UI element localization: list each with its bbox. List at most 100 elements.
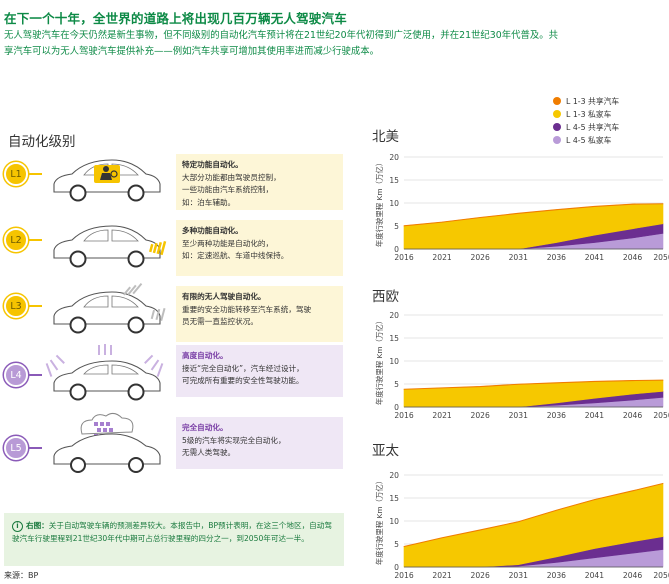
level-heading: 有限的无人驾驶自动化。 — [182, 292, 266, 301]
level-line: 至少两种功能是自动化的， — [182, 238, 274, 248]
y-axis-label: 年度行驶里程 Km（万亿） — [375, 477, 384, 565]
y-tick-label: 5 — [394, 540, 399, 549]
level-line: 一些功能由汽车系统控制， — [182, 185, 274, 195]
x-tick-label: 2031 — [509, 253, 528, 262]
y-tick-label: 0 — [394, 245, 399, 254]
level-line: 员无需一直监控状况。 — [182, 317, 258, 327]
x-tick-label: 2016 — [394, 411, 413, 420]
legend-label: L 4-5 私家车 — [566, 136, 612, 145]
x-tick-label: 2046 — [623, 411, 642, 420]
x-tick-label: 2031 — [509, 411, 528, 420]
source-credit: 来源：BP — [4, 571, 39, 580]
x-tick-label: 2041 — [585, 571, 604, 580]
x-tick-label: 2050 — [653, 571, 669, 580]
level-row-l5: L5 完全自动化。 5级的汽车将实现完全自动化， 无需人类驾驶。 — [0, 412, 350, 478]
chart-legend: L 1-3 共享汽车 L 1-3 私家车 L 4-5 共享汽车 L 4-5 私家… — [553, 95, 669, 147]
level-badge: L4 — [4, 363, 28, 387]
level-badge: L3 — [4, 294, 28, 318]
x-tick-label: 2021 — [432, 411, 451, 420]
info-icon: i — [12, 520, 23, 532]
level-badge: L5 — [4, 436, 28, 460]
y-tick-label: 15 — [389, 334, 399, 343]
x-tick-label: 2026 — [471, 411, 490, 420]
note-label: 右图： — [26, 521, 49, 530]
area-series — [403, 379, 664, 390]
level-badge: L1 — [4, 162, 28, 186]
chart-title: 亚太 — [372, 443, 399, 459]
y-tick-label: 10 — [389, 199, 399, 208]
page-title: 在下一个十年，全世界的道路上将出现几百万辆无人驾驶汽车 — [4, 11, 347, 26]
car-full-sensor-icon — [45, 344, 164, 401]
level-heading: 多种功能自动化。 — [182, 226, 243, 235]
level-row-l3: L3 有限的无人驾驶自动化。 重要的安全功能转移至汽车系统，驾驶 员无需一直监控… — [0, 280, 350, 346]
y-tick-label: 20 — [389, 311, 399, 320]
chart-note: i 右图：关于自动驾驶车辆的预测差异较大。本报告中，BP预计表明，在这三个地区，自… — [4, 513, 344, 566]
y-tick-label: 20 — [389, 153, 399, 162]
y-tick-label: 5 — [394, 222, 399, 231]
legend-item: L 4-5 共享汽车 — [553, 121, 669, 134]
x-tick-label: 2016 — [394, 571, 413, 580]
level-line: 大部分功能都由驾驶员控制， — [182, 172, 281, 182]
level-description-l2: 多种功能自动化。 至少两种功能是自动化的， 如：定速巡航、车道中线保持。 — [176, 220, 343, 276]
y-axis-label: 年度行驶里程 Km（万亿） — [375, 159, 384, 247]
legend-swatch — [553, 136, 561, 144]
level-description-l4: 高度自动化。 接近“完全自动化”，汽车经过设计， 可完成所有重要的安全性驾驶功能… — [176, 345, 343, 397]
x-tick-label: 2046 — [623, 571, 642, 580]
y-tick-label: 10 — [389, 517, 399, 526]
x-tick-label: 2026 — [471, 571, 490, 580]
x-tick-label: 2031 — [509, 571, 528, 580]
level-row-l1: L1 特定功能自动化。 大部分功能都由驾驶员控制， 一些功能由汽车系统控制， 如… — [0, 148, 350, 214]
level-line: 5级的汽车将实现完全自动化， — [182, 435, 286, 445]
y-tick-label: 15 — [389, 176, 399, 185]
x-tick-label: 2036 — [547, 253, 566, 262]
badge-connector — [28, 447, 42, 449]
x-tick-label: 2046 — [623, 253, 642, 262]
level-heading: 高度自动化。 — [182, 351, 228, 360]
level-heading: 特定功能自动化。 — [182, 160, 243, 169]
y-tick-label: 10 — [389, 357, 399, 366]
badge-connector — [28, 239, 42, 241]
y-tick-label: 0 — [394, 403, 399, 412]
badge-connector — [28, 305, 42, 307]
x-tick-label: 2050 — [653, 253, 669, 262]
x-tick-label: 2050 — [653, 411, 669, 420]
levels-section-title: 自动化级别 — [8, 134, 76, 150]
note-text: 关于自动驾驶车辆的预测差异较大。本报告中，BP预计表明，在这三个地区，自动驾驶汽… — [12, 521, 332, 543]
x-tick-label: 2036 — [547, 571, 566, 580]
level-line: 无需人类驾驶。 — [182, 448, 236, 458]
legend-item: L 4-5 私家车 — [553, 134, 669, 147]
level-description-l5: 完全自动化。 5级的汽车将实现完全自动化， 无需人类驾驶。 — [176, 417, 343, 469]
y-axis-label: 年度行驶里程 Km（万亿） — [375, 317, 384, 405]
car-driver-assist-icon — [53, 159, 161, 202]
badge-connector — [28, 374, 42, 376]
legend-swatch — [553, 123, 561, 131]
level-badge: L2 — [4, 228, 28, 252]
level-line: 接近“完全自动化”，汽车经过设计， — [182, 363, 304, 373]
level-line: 重要的安全功能转移至汽车系统，驾驶 — [182, 304, 312, 314]
x-tick-label: 2021 — [432, 253, 451, 262]
car-front-sensor-icon — [53, 225, 167, 268]
y-tick-label: 0 — [394, 563, 399, 572]
legend-item: L 1-3 共享汽车 — [553, 95, 669, 108]
x-tick-label: 2041 — [585, 253, 604, 262]
level-row-l4: L4 高度自动化。 接近“完全自动化”，汽车经过设计， 可完成所有重要的安全性驾… — [0, 343, 350, 409]
level-heading: 完全自动化。 — [182, 423, 228, 432]
level-description-l1: 特定功能自动化。 大部分功能都由驾驶员控制， 一些功能由汽车系统控制， 如：泊车… — [176, 154, 343, 210]
legend-item: L 1-3 私家车 — [553, 108, 669, 121]
legend-label: L 1-3 私家车 — [566, 110, 612, 119]
area-series — [403, 482, 664, 548]
y-tick-label: 15 — [389, 494, 399, 503]
x-tick-label: 2016 — [394, 253, 413, 262]
x-tick-label: 2021 — [432, 571, 451, 580]
car-partial-sensor-icon — [53, 282, 166, 334]
area-series — [403, 203, 664, 227]
legend-swatch — [553, 97, 561, 105]
x-tick-label: 2041 — [585, 411, 604, 420]
x-tick-label: 2026 — [471, 253, 490, 262]
x-tick-label: 2036 — [547, 411, 566, 420]
legend-label: L 1-3 共享汽车 — [566, 97, 620, 106]
level-description-l3: 有限的无人驾驶自动化。 重要的安全功能转移至汽车系统，驾驶 员无需一直监控状况。 — [176, 286, 343, 342]
y-tick-label: 20 — [389, 471, 399, 480]
legend-swatch — [553, 110, 561, 118]
